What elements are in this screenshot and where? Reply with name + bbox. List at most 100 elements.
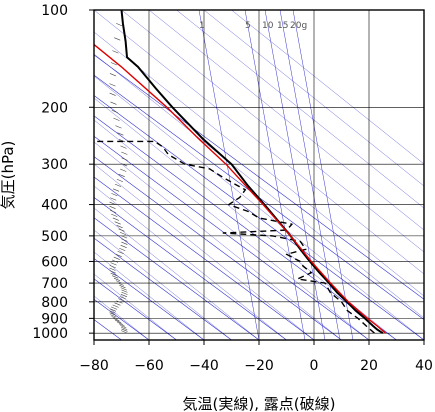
mixing-ratio-label: 10 [262,21,274,31]
wind-barb [110,306,118,310]
wind-barb [120,235,128,239]
wind-barb [121,241,128,245]
y-tick-label: 600 [41,254,68,270]
adiabat-line [94,185,287,340]
wind-barb [111,193,118,197]
mixing-ratio-label: 5 [245,21,251,31]
wind-barb [120,287,127,291]
y-tick-label: 400 [41,198,68,214]
mixing-ratio-line [198,10,260,340]
wind-barb [113,277,121,281]
wind-barb [112,217,119,221]
y-tick-label: 700 [41,276,68,292]
wind-barb [109,92,116,96]
y-axis-title: 気圧(hPa) [0,141,17,210]
reference-curve [94,43,386,334]
wind-barb [112,304,119,308]
isotherm-line [94,237,232,340]
wind-barb [115,280,123,284]
y-tick-label: 300 [41,157,68,173]
wind-barb [113,256,120,260]
wind-barb [112,275,119,279]
x-tick-label: 40 [415,358,433,374]
wind-barb [119,285,126,289]
wind-barb [119,247,126,252]
wind-barb [118,298,125,302]
wind-profile-layer [109,23,128,334]
wind-barb [121,326,128,331]
wind-barb [111,316,118,320]
wind-barb [120,145,127,149]
wind-barb [121,328,128,332]
wind-barb [115,319,122,323]
wind-barb [113,318,120,322]
adiabat-line [94,97,397,340]
wind-barb [109,73,117,77]
wind-barb [121,289,128,293]
mixing-ratio-line [292,10,354,340]
wind-barb [113,117,120,121]
y-tick-label: 800 [41,295,68,311]
isotherm-line [94,278,177,340]
isotherm-layer [94,10,424,340]
y-tick-label: 500 [41,229,68,245]
isotherm-line [94,217,260,340]
mixing-ratio-label: 20g [290,21,307,31]
wind-barb [111,110,118,114]
wind-barb [114,221,121,225]
mixing-ratio-label: 1 [199,21,205,31]
adiabat-line [203,10,424,187]
wind-barb [112,188,120,192]
y-tick-label: 1000 [32,326,68,342]
isotherm-line [94,176,315,340]
wind-barb [114,37,121,41]
wind-barb [110,101,117,105]
wind-barb [119,231,127,236]
wind-barb [115,253,122,257]
wind-barb [114,302,121,306]
wind-barb [109,310,116,314]
wind-barb [116,178,124,183]
wind-barb [120,325,127,329]
adiabat-line [94,53,424,319]
mixing-ratio-line [244,10,306,340]
wind-barb [118,139,126,143]
adiabat-line [231,10,424,165]
y-tick-label: 100 [41,3,68,19]
adiabat-line [121,10,424,253]
wind-barb [117,282,124,286]
mixing-ratio-labels: 1 5 10 15 20g [199,21,307,31]
y-tick-label: 200 [41,100,68,116]
wind-barb [110,197,117,201]
adiabat-line [94,141,342,340]
series-layer [94,10,386,335]
adiabat-line [94,10,424,275]
wind-barb [109,308,117,312]
adiabat-line [94,251,205,340]
wind-barb [121,238,128,242]
y-tick-label: 900 [41,311,68,327]
wind-barb [118,173,125,177]
isotherm-line [94,115,397,340]
wind-barb [116,23,123,27]
adiabat-line [94,273,177,340]
x-tick-label: −60 [134,358,164,374]
mixing-ratio-line [264,10,326,340]
wind-barb [109,201,116,205]
wind-barb [121,330,128,334]
mixing-ratio-label: 15 [277,21,288,31]
isotherm-line [94,95,424,340]
wind-barb [109,209,117,214]
x-tick-label: −80 [79,358,109,374]
x-tick-label: 0 [310,358,319,374]
wind-barb [115,125,122,129]
wind-barb [109,267,116,271]
wind-barb [109,83,116,87]
wind-barb [118,228,125,232]
wind-barb [118,323,126,327]
adiabat-line [94,163,315,340]
wind-barb [111,259,119,263]
x-tick-label: 20 [360,358,378,374]
